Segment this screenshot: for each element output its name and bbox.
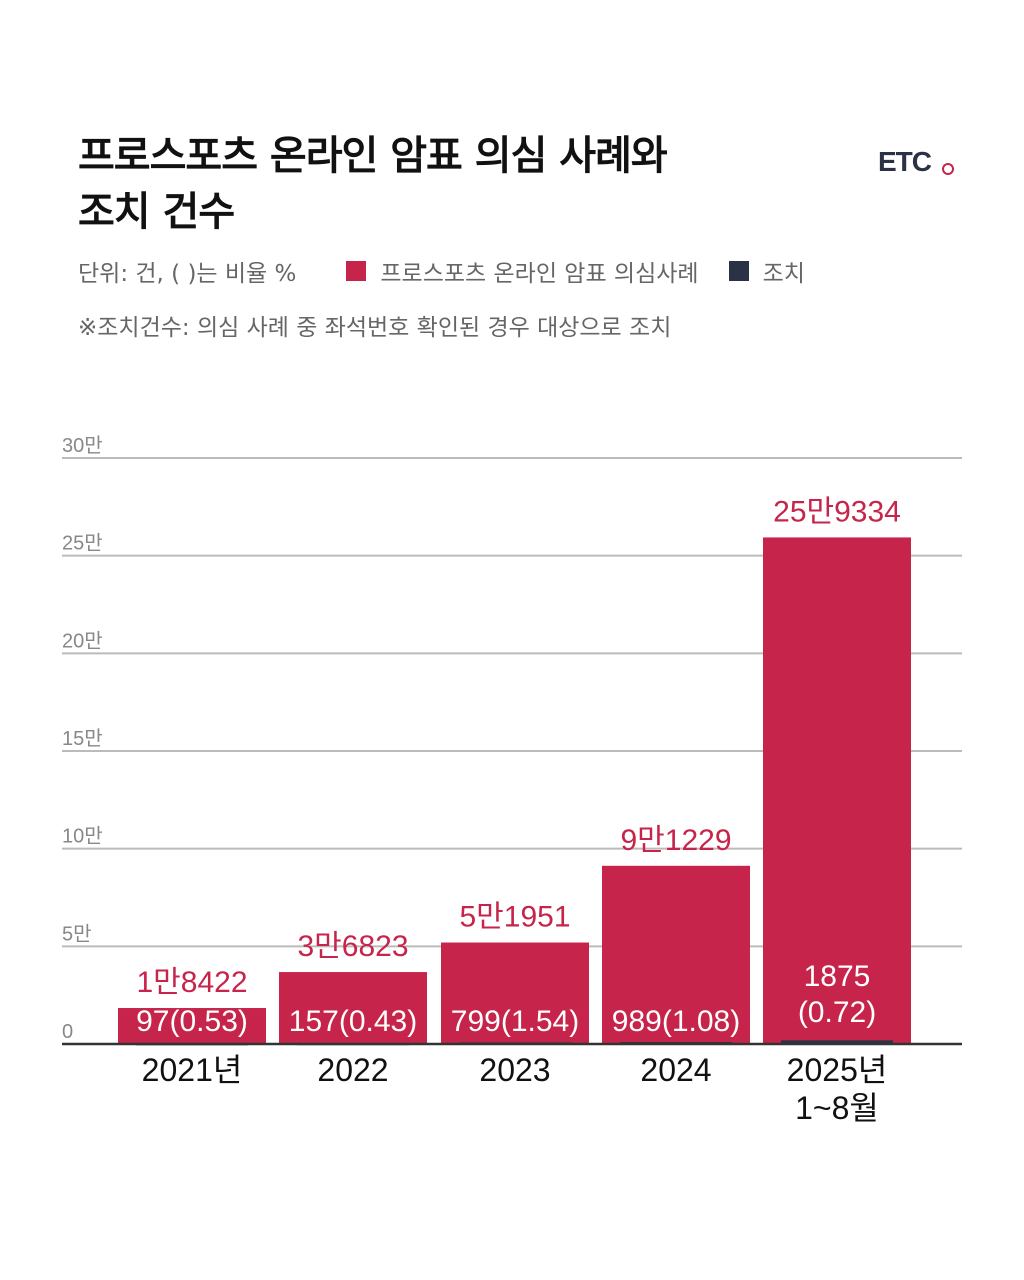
- data-label-suspected: 25만9334: [773, 495, 901, 528]
- footnote: ※조치건수: 의심 사례 중 좌석번호 확인된 경우 대상으로 조치: [78, 315, 672, 341]
- unit-note: 단위: 건, ( )는 비율 %: [78, 261, 297, 287]
- data-label-suspected: 9만1229: [620, 824, 731, 857]
- bar-action: [781, 1040, 893, 1044]
- bar-suspected: [602, 865, 750, 1044]
- x-tick-label: 2022: [317, 1052, 388, 1088]
- bar-suspected: [441, 942, 589, 1044]
- bar-suspected: [763, 537, 911, 1044]
- y-tick-label: 15만: [62, 727, 103, 750]
- logo-dot-icon: [942, 163, 954, 175]
- data-label-suspected: 3만6823: [297, 930, 408, 963]
- legend-swatch-action: [728, 261, 749, 281]
- y-tick-label: 10만: [62, 825, 103, 848]
- y-tick-label: 25만: [62, 532, 103, 555]
- legend-row: 단위: 건, ( )는 비율 % 프로스포츠 온라인 암표 의심사례 조치: [78, 254, 805, 288]
- data-label-suspected: 5만1951: [459, 901, 570, 934]
- chart-title-line-2: 조치 건수: [78, 189, 235, 235]
- chart-title: 프로스포츠 온라인 암표 의심 사례와 조치 건수: [78, 128, 838, 240]
- data-label-suspected: 1만8422: [136, 966, 247, 999]
- legend-label-suspected: 프로스포츠 온라인 암표 의심사례: [380, 261, 699, 287]
- x-tick-label: 2024: [640, 1052, 711, 1088]
- y-tick-label: 30만: [62, 434, 103, 457]
- y-tick-label: 5만: [62, 922, 92, 945]
- data-label-action: 1875 (0.72): [798, 960, 876, 1029]
- bar-suspected: [118, 1008, 266, 1044]
- data-label-action: 989(1.08): [612, 1005, 740, 1038]
- chart-title-line-1: 프로스포츠 온라인 암표 의심 사례와: [78, 133, 668, 179]
- x-tick-label: 2025년 1~8월: [787, 1052, 888, 1126]
- data-label-action: 97(0.53): [136, 1005, 248, 1038]
- y-tick-label: 0: [62, 1021, 73, 1043]
- legend-item-action: 조치: [728, 254, 805, 288]
- etc-logo: ETC: [878, 146, 932, 177]
- x-tick-label: 2021년: [142, 1052, 243, 1088]
- data-label-action: 799(1.54): [451, 1005, 579, 1038]
- x-tick-label: 2023: [479, 1052, 550, 1088]
- legend-label-action: 조치: [762, 261, 805, 287]
- y-tick-label: 20만: [62, 629, 103, 652]
- data-label-action: 157(0.43): [289, 1005, 417, 1038]
- bar-suspected: [279, 972, 427, 1044]
- legend-swatch-suspected: [346, 261, 367, 281]
- legend-item-suspected: 프로스포츠 온라인 암표 의심사례: [346, 254, 699, 288]
